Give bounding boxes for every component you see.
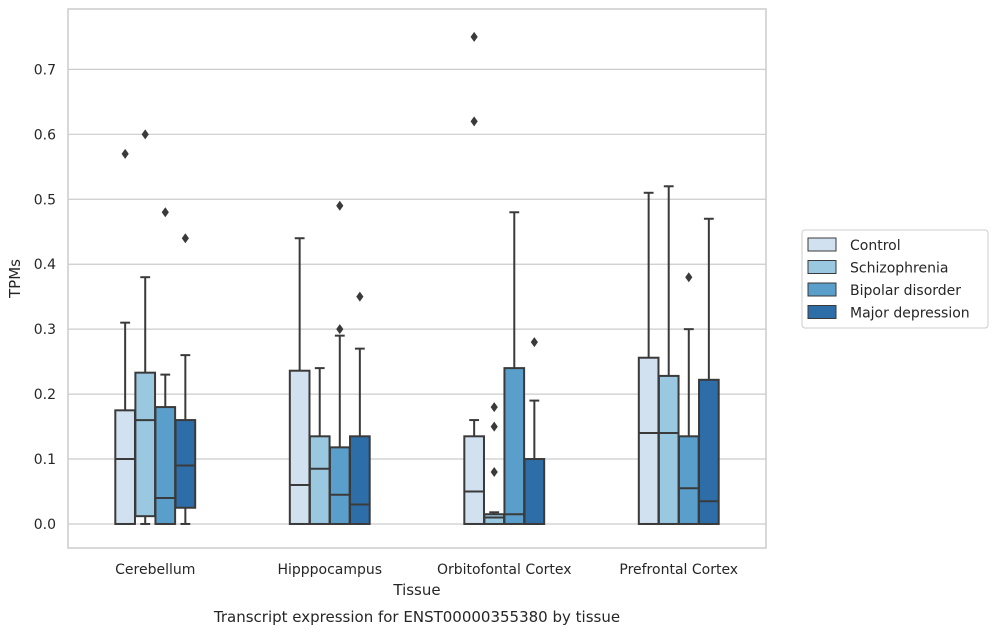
x-tick-label: Hipppocampus xyxy=(277,562,382,578)
y-tick-label: 0.4 xyxy=(34,257,56,273)
outlier-point xyxy=(490,467,498,478)
outlier-point xyxy=(356,291,364,302)
box-body xyxy=(154,406,177,525)
box-0-1 xyxy=(134,129,157,525)
box-body xyxy=(698,378,720,525)
box-1-3 xyxy=(349,291,371,525)
y-tick-label: 0.3 xyxy=(34,322,56,338)
x-tick-label: Prefrontal Cortex xyxy=(619,562,738,578)
y-tick-label: 0.6 xyxy=(34,127,56,143)
legend-label: Major depression xyxy=(850,306,970,322)
outlier-point xyxy=(141,129,149,140)
box-body xyxy=(134,371,157,518)
box-body xyxy=(463,435,485,525)
box-3-3 xyxy=(698,217,720,525)
box-3-0 xyxy=(637,191,660,525)
legend-label: Schizophrenia xyxy=(850,261,948,277)
y-tick-label: 0.1 xyxy=(34,452,56,468)
box-0-0 xyxy=(114,148,136,525)
box-body xyxy=(637,356,660,525)
legend-frame xyxy=(801,229,989,329)
box-2-3 xyxy=(523,337,546,525)
boxes xyxy=(114,31,720,525)
x-tick-label: Orbitofontal Cortex xyxy=(437,562,572,578)
legend-swatch xyxy=(807,237,837,252)
y-tick-label: 0.2 xyxy=(34,387,56,403)
legend-swatch xyxy=(807,282,837,297)
legend-swatch xyxy=(807,305,837,319)
box-2-0 xyxy=(463,31,485,525)
box-2-2 xyxy=(503,211,526,525)
box-3-1 xyxy=(657,185,680,525)
box-body xyxy=(174,419,197,509)
box-body xyxy=(483,513,506,525)
y-tick-label: 0.7 xyxy=(34,62,56,78)
y-tick-labels: 0.0 0.1 0.2 0.3 0.4 0.5 0.6 0.7 xyxy=(34,62,56,533)
box-body xyxy=(328,446,351,525)
box-body xyxy=(349,435,371,525)
outlier-point xyxy=(161,207,169,218)
outlier-point xyxy=(490,421,498,432)
outlier-point xyxy=(470,116,478,127)
outlier-point xyxy=(685,272,693,283)
outlier-point xyxy=(121,148,129,159)
legend-swatch xyxy=(807,260,837,274)
x-tick-label: Cerebellum xyxy=(115,562,195,578)
legend-label: Bipolar disorder xyxy=(850,283,961,299)
outlier-point xyxy=(490,402,498,413)
outlier-point xyxy=(181,233,189,244)
box-body xyxy=(523,458,546,525)
box-body xyxy=(677,435,700,525)
plot-frame xyxy=(67,8,767,549)
box-0-2 xyxy=(154,207,177,525)
box-0-3 xyxy=(174,233,197,525)
box-1-1 xyxy=(308,367,331,525)
outlier-point xyxy=(470,31,478,42)
box-body xyxy=(288,369,311,525)
y-axis-label: TPMs xyxy=(6,259,24,299)
legend: Control Schizophrenia Bipolar disorder Majo… xyxy=(801,229,989,329)
x-tick-labels: Cerebellum Hipppocampus Orbitofontal Corte… xyxy=(115,562,738,578)
box-3-2 xyxy=(677,272,700,525)
box-body xyxy=(503,367,526,525)
box-1-0 xyxy=(288,237,311,525)
box-body xyxy=(308,435,331,525)
y-tick-label: 0.5 xyxy=(34,192,56,208)
box-body xyxy=(657,374,680,525)
legend-label: Control xyxy=(850,238,901,254)
box-1-2 xyxy=(328,200,351,525)
box-2-1 xyxy=(483,402,506,525)
y-tick-label: 0.0 xyxy=(34,517,56,533)
outlier-point xyxy=(530,337,538,348)
chart-caption: Transcript expression for ENST0000035538… xyxy=(213,608,620,626)
outlier-point xyxy=(336,200,344,211)
outlier-point xyxy=(336,324,344,335)
x-axis-label: Tissue xyxy=(392,581,440,599)
box-body xyxy=(114,409,136,525)
